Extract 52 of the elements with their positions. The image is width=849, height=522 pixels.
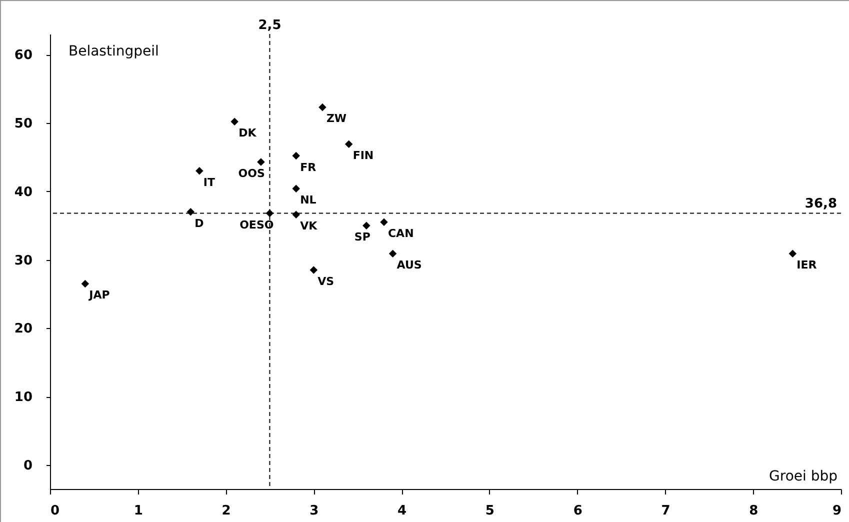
annotation: SP (354, 230, 370, 244)
point (318, 103, 326, 112)
x-tick-label: 7 (661, 504, 670, 518)
y-tick-label: 60 (14, 48, 32, 64)
x-tick-label: 9 (832, 504, 842, 518)
point (788, 250, 797, 258)
point (388, 250, 397, 258)
x-tick-label: 3 (310, 504, 319, 518)
point (362, 222, 370, 230)
ref-line-label: 36,8 (804, 196, 837, 212)
annotation: JAP (88, 288, 110, 302)
x-tick-label: 0 (50, 504, 60, 518)
point (292, 184, 300, 193)
point (257, 158, 265, 166)
annotation: ZW (326, 112, 347, 126)
annotation: IER (796, 258, 818, 272)
annotation: VS (318, 275, 334, 288)
point (186, 208, 194, 216)
x-tick-label: 6 (573, 504, 582, 518)
y-tick-label: 20 (14, 322, 32, 337)
y-tick-label: 40 (14, 184, 32, 200)
x-tick-label: 5 (485, 504, 494, 518)
annotation: DK (238, 126, 257, 140)
point (310, 266, 318, 274)
ref-line-label: 2,5 (258, 18, 282, 33)
y-tick-label: 10 (14, 390, 32, 406)
point (292, 152, 300, 160)
y-tick-label: 50 (14, 116, 32, 132)
point (81, 280, 90, 288)
y-tick-label: 30 (14, 253, 32, 268)
annotation: FR (300, 160, 317, 174)
point (196, 166, 204, 175)
point (344, 140, 353, 148)
annotation: FIN (352, 149, 374, 162)
annotation: AUS (396, 258, 422, 272)
y-tick-label: 0 (23, 458, 32, 474)
x-tick-label: 8 (749, 504, 758, 518)
point (292, 210, 300, 219)
point (380, 218, 388, 226)
annotation: D (194, 216, 204, 230)
x-tick-label: 1 (134, 504, 143, 518)
annotation: NL (300, 194, 316, 207)
annotation: CAN (388, 227, 414, 240)
annotation: VK (300, 220, 318, 233)
y-axis-title: Belastingpeil (68, 44, 159, 60)
point (230, 118, 238, 126)
x-axis-title: Groei bbp (769, 468, 838, 484)
annotation: OOS (238, 166, 266, 180)
annotation: OESO (240, 218, 274, 232)
x-tick-label: 2 (222, 504, 231, 518)
annotation: IT (203, 176, 216, 189)
x-tick-label: 4 (398, 504, 407, 518)
